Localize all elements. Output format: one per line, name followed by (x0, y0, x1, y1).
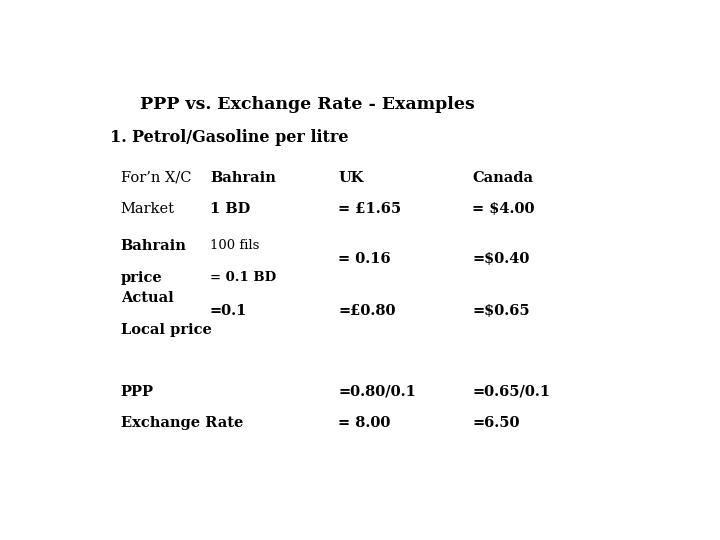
Text: = £1.65: = £1.65 (338, 202, 402, 216)
Text: Petrol/Gasoline per litre: Petrol/Gasoline per litre (132, 129, 348, 146)
Text: Actual: Actual (121, 292, 174, 306)
Text: =0.80/0.1: =0.80/0.1 (338, 385, 416, 399)
Text: 1.: 1. (109, 129, 126, 146)
Text: Market: Market (121, 202, 175, 216)
Text: =6.50: =6.50 (472, 416, 520, 430)
Text: =$0.65: =$0.65 (472, 304, 530, 318)
Text: = $4.00: = $4.00 (472, 202, 535, 216)
Text: Local price: Local price (121, 322, 212, 336)
Text: =£0.80: =£0.80 (338, 304, 396, 318)
Text: =0.65/0.1: =0.65/0.1 (472, 385, 550, 399)
Text: 100 fils: 100 fils (210, 239, 259, 252)
Text: Bahrain: Bahrain (210, 171, 276, 185)
Text: Canada: Canada (472, 171, 534, 185)
Text: PPP vs. Exchange Rate - Examples: PPP vs. Exchange Rate - Examples (140, 96, 475, 113)
Text: 1 BD: 1 BD (210, 202, 251, 216)
Text: Bahrain: Bahrain (121, 239, 186, 253)
Text: Exchange Rate: Exchange Rate (121, 416, 243, 430)
Text: For’n X/C: For’n X/C (121, 171, 192, 185)
Text: price: price (121, 271, 163, 285)
Text: =$0.40: =$0.40 (472, 252, 530, 266)
Text: PPP: PPP (121, 385, 153, 399)
Text: =0.1: =0.1 (210, 304, 248, 318)
Text: = 0.16: = 0.16 (338, 252, 391, 266)
Text: = 8.00: = 8.00 (338, 416, 391, 430)
Text: = 0.1 BD: = 0.1 BD (210, 271, 276, 284)
Text: UK: UK (338, 171, 364, 185)
